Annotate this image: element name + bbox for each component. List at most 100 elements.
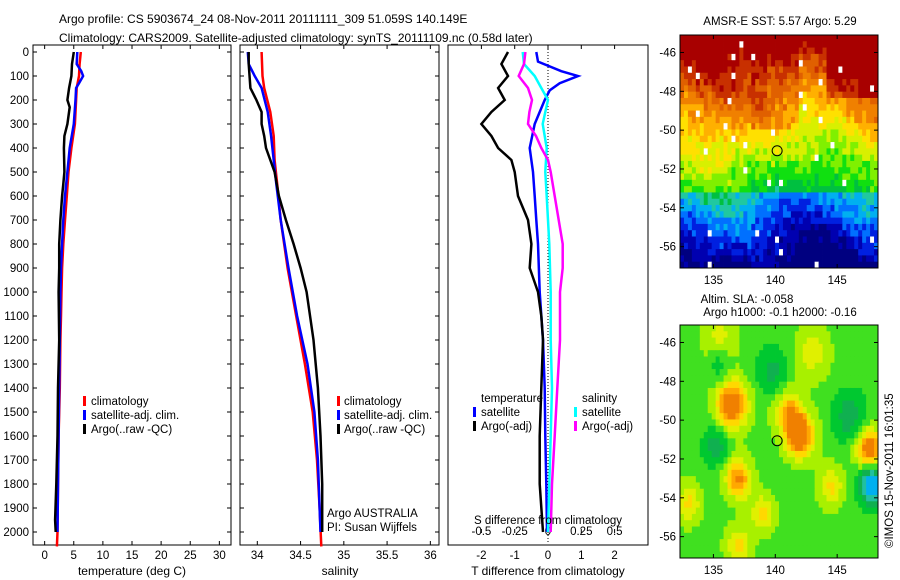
sst-cell: [786, 123, 792, 130]
sst-cell: [680, 85, 685, 93]
sla-cell: [683, 331, 689, 338]
sst-cell: [683, 186, 689, 193]
sla-cell: [802, 406, 808, 414]
sst-cell: [858, 97, 863, 105]
sla-cell: [866, 432, 871, 439]
sst-cell: [798, 236, 804, 244]
sla-cell: [751, 513, 756, 521]
sla-cell: [818, 457, 823, 464]
sla-cell: [680, 432, 685, 439]
sla-cell: [786, 350, 792, 357]
sla-cell: [838, 381, 843, 389]
sst-cell: [818, 129, 823, 137]
sst-cell: [695, 142, 701, 149]
sst-cell: [707, 91, 713, 99]
sst-cell: [779, 186, 784, 193]
sst-cell: [838, 35, 843, 42]
sst-cell: [874, 142, 879, 149]
sst-cell: [862, 205, 867, 212]
sst-cell: [759, 160, 764, 168]
sst-cell: [711, 79, 717, 86]
sla-cell: [775, 325, 780, 332]
sla-cell: [814, 425, 819, 433]
sst-cell: [755, 236, 760, 244]
y-tick-label: 700: [10, 215, 29, 227]
sst-cell: [739, 205, 744, 212]
sla-cell: [735, 488, 740, 496]
sla-cell: [719, 375, 724, 383]
sst-cell: [727, 97, 732, 105]
sla-cell: [826, 362, 831, 370]
sla-cell: [680, 539, 685, 546]
sla-cell: [866, 463, 871, 471]
sla-cell: [703, 331, 709, 338]
sst-cell: [870, 41, 875, 48]
sst-cell: [798, 123, 804, 130]
y-tick-label: 400: [10, 143, 29, 155]
sla-cell: [830, 343, 835, 351]
sst-cell: [870, 230, 875, 237]
sst-cell: [850, 205, 855, 212]
sst-cell: [687, 53, 693, 61]
sst-cell: [707, 173, 713, 181]
sst-cell: [830, 116, 835, 124]
sla-cell: [818, 413, 823, 420]
sla-cell: [767, 325, 772, 332]
sst-cell: [782, 85, 788, 93]
sst-cell: [711, 217, 717, 225]
sla-cell: [826, 406, 831, 414]
sst-cell: [763, 79, 768, 86]
sla-cell: [842, 507, 847, 515]
sla-cell: [703, 457, 709, 464]
sla-cell: [786, 387, 792, 395]
sst-cell: [680, 60, 685, 67]
sst-cell: [782, 104, 788, 111]
temperature-legend: climatology satellite-adj. clim. Argo(..…: [83, 396, 179, 436]
sla-cell: [755, 482, 760, 490]
sla-cell: [826, 400, 831, 408]
sla-cell: [680, 406, 685, 414]
sst-cell: [695, 255, 701, 263]
legend-swatch-s-argo: [574, 421, 577, 431]
sst-cell: [763, 261, 768, 269]
sla-map-title-1: Altim. SLA: -0.058: [701, 294, 794, 306]
sla-cell: [703, 337, 709, 345]
sst-cell: [810, 236, 816, 244]
sla-cell: [814, 488, 819, 496]
sla-cell: [731, 507, 736, 515]
sst-cell: [735, 230, 740, 237]
sst-cell: [715, 192, 720, 200]
sst-cell: [683, 97, 689, 105]
sla-cell: [779, 406, 784, 414]
sla-cell: [858, 432, 863, 439]
sla-cell: [763, 369, 768, 376]
sla-cell: [711, 520, 717, 527]
sst-cell: [755, 85, 760, 93]
sst-cell: [810, 60, 816, 67]
sst-cell: [806, 91, 812, 99]
sla-cell: [763, 520, 768, 527]
sst-cell: [687, 47, 693, 55]
sst-cell: [846, 35, 851, 42]
legend-label-s-satellite: satellite: [582, 407, 621, 419]
sst-cell: [782, 236, 788, 244]
sla-cell: [731, 482, 736, 490]
sst-cell: [822, 129, 827, 137]
sst-cell: [786, 47, 792, 55]
sla-cell: [858, 444, 863, 452]
sla-cell: [850, 450, 855, 458]
sla-cell: [687, 513, 693, 521]
sla-cell: [786, 469, 792, 477]
sla-cell: [723, 545, 728, 553]
sla-cell: [767, 356, 772, 364]
sst-cell: [838, 223, 843, 231]
sla-cell: [707, 331, 713, 338]
sla-cell: [715, 419, 720, 427]
sla-cell: [699, 507, 705, 515]
sst-cell: [846, 47, 851, 55]
sla-cell: [755, 362, 760, 370]
sla-cell: [751, 331, 756, 338]
sla-cell: [711, 331, 717, 338]
sst-cell: [798, 167, 804, 174]
sst-cell: [719, 198, 724, 206]
